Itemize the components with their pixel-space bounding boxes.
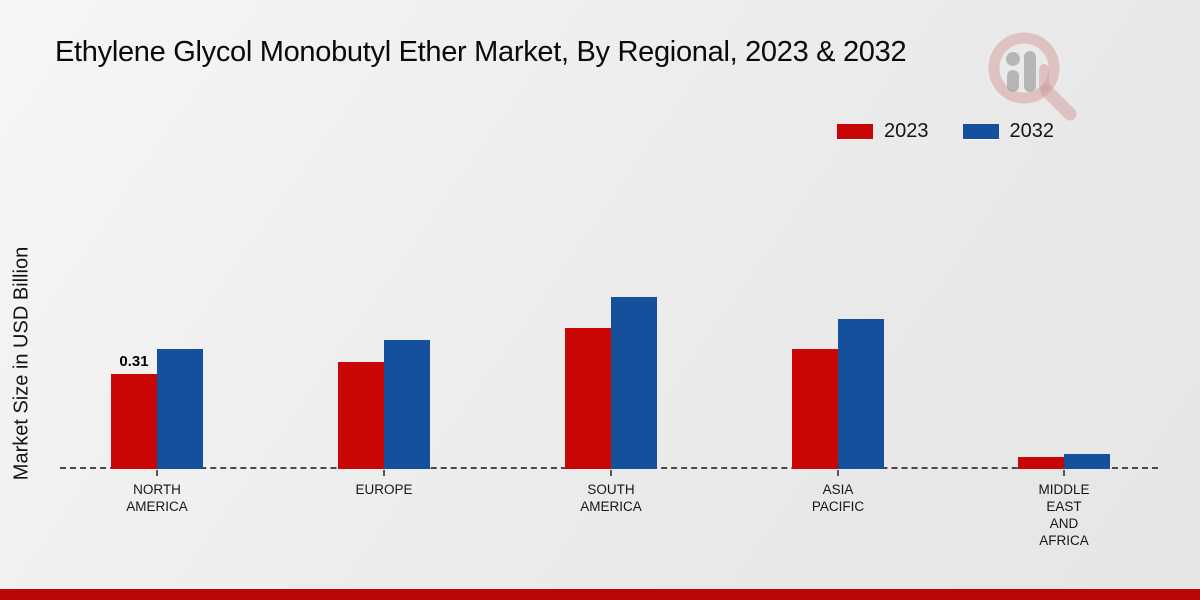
bar-2023-south-america [565,328,611,469]
category-label-asia-pacific: ASIA PACIFIC [811,482,865,514]
bar-2023-north-america [111,374,157,469]
legend-item-2023: 2023 [837,120,929,143]
page-title: Ethylene Glycol Monobutyl Ether Market, … [55,36,907,68]
axis-tick-europe [383,470,385,476]
category-label-europe: EUROPE [355,482,413,497]
bar-2023-europe [338,362,384,469]
category-label-south-america: SOUTH AMERICA [580,482,642,514]
axis-tick-asia-pacific [837,470,839,476]
legend-swatch-2032 [962,124,999,139]
bar-2032-south-america [611,297,657,469]
logo-bar-tall-icon [1024,51,1036,92]
bar-2023-asia-pacific [792,349,838,469]
axis-tick-north-america [156,470,158,476]
logo-bar-small-icon [1007,70,1019,92]
bar-2032-asia-pacific [838,319,884,469]
legend-label-2032: 2032 [1009,120,1055,142]
watermark-logo [988,32,1077,121]
logo-bar-right-icon [1039,64,1049,92]
legend-swatch-2023 [837,124,873,139]
bar-2023-middle-east-and-africa [1018,457,1064,469]
logo-dot-icon [1006,52,1020,66]
magnifier-handle-icon [1040,84,1077,121]
category-label-middle-east-and-africa: MIDDLE EAST AND AFRICA [1038,482,1090,548]
axis-tick-south-america [610,470,612,476]
chart-legend: 2023 2032 [837,120,1054,143]
category-label-north-america: NORTH AMERICA [126,482,188,514]
bar-2032-middle-east-and-africa [1064,454,1110,469]
footer-accent-strip [0,589,1200,600]
bar-2032-europe [384,340,430,469]
data-label-2023-north-america: 0.31 [119,353,149,370]
bar-2032-north-america [157,349,203,469]
axis-tick-middle-east-and-africa [1063,470,1065,476]
legend-label-2023: 2023 [884,120,929,142]
legend-item-2032: 2032 [962,120,1055,143]
magnifier-ring-icon [988,32,1060,104]
